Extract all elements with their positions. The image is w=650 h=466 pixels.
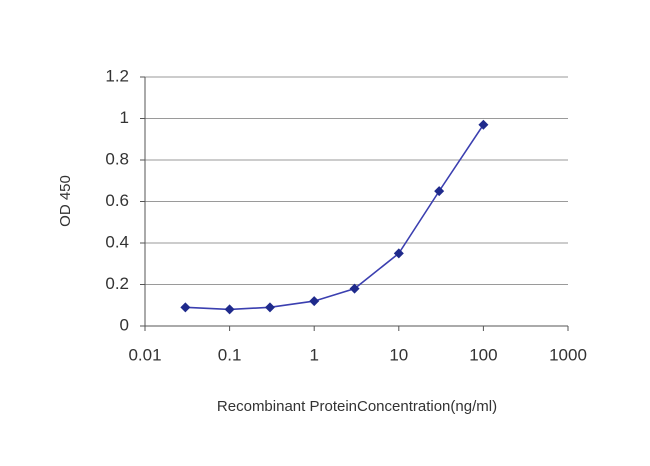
marker [224,304,235,315]
marker [434,186,445,197]
y-tick-label: 0.6 [105,191,129,210]
marker [180,302,191,313]
marker [309,296,320,307]
y-tick-label: 1.2 [105,66,129,85]
x-tick-label: 100 [469,345,497,364]
marker [349,283,360,294]
marker [478,119,489,130]
x-tick-label: 0.1 [218,345,242,364]
x-tick-label: 10 [389,345,408,364]
x-tick-label: 1 [309,345,318,364]
marker [264,302,275,313]
y-axis-title: OD 450 [57,175,74,227]
y-tick-label: 0 [120,315,129,334]
y-tick-label: 0.8 [105,149,129,168]
line [185,124,485,311]
y-tick-label: 0.2 [105,274,129,293]
x-tick-label: 0.01 [128,345,161,364]
y-tick-label: 0.4 [105,232,129,251]
y-tick-label: 1 [120,108,129,127]
x-tick-label: 1000 [549,345,587,364]
marker [393,248,404,259]
x-axis-title: Recombinant ProteinConcentration(ng/ml) [217,398,497,415]
